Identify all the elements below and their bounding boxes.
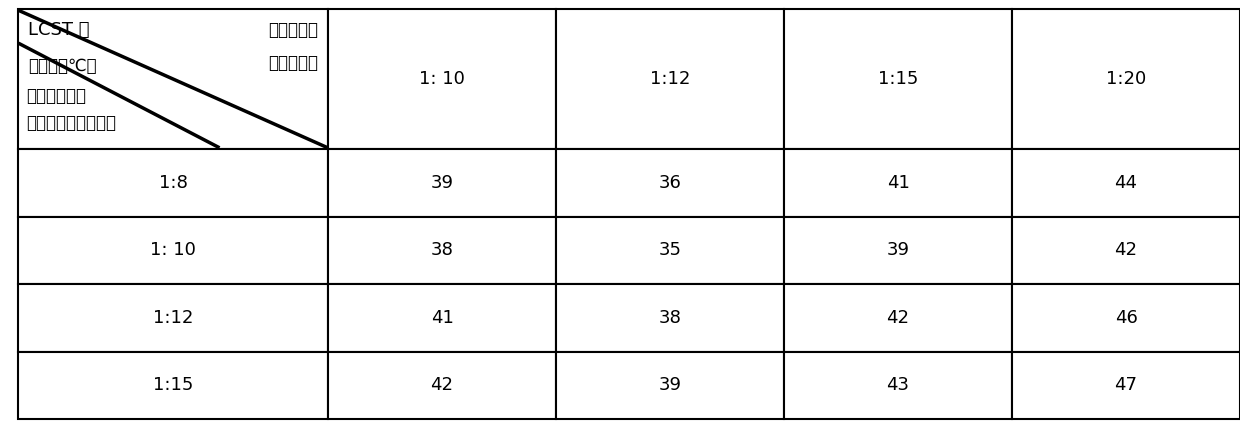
Bar bbox=[784, 9, 1012, 149]
Text: 39: 39 bbox=[430, 174, 454, 192]
Text: 35: 35 bbox=[658, 241, 682, 259]
Text: 1: 10: 1: 10 bbox=[150, 241, 196, 259]
Bar bbox=[1012, 351, 1240, 419]
Text: 42: 42 bbox=[430, 376, 454, 394]
Text: 1: 10: 1: 10 bbox=[419, 70, 465, 88]
Bar bbox=[1012, 9, 1240, 149]
Bar bbox=[556, 149, 784, 217]
Text: （单位：℃）: （单位：℃） bbox=[29, 57, 97, 75]
Text: 39: 39 bbox=[887, 241, 909, 259]
Text: 42: 42 bbox=[1115, 241, 1137, 259]
Bar bbox=[329, 9, 556, 149]
Bar bbox=[556, 9, 784, 149]
Text: 46: 46 bbox=[1115, 309, 1137, 327]
Bar bbox=[784, 351, 1012, 419]
Text: 基础溶液和羟: 基础溶液和羟 bbox=[26, 87, 86, 105]
Text: 综合溶液与: 综合溶液与 bbox=[268, 21, 317, 39]
Text: 1:15: 1:15 bbox=[878, 70, 918, 88]
Text: 1:20: 1:20 bbox=[1106, 70, 1146, 88]
Text: 41: 41 bbox=[887, 174, 909, 192]
Text: 41: 41 bbox=[430, 309, 454, 327]
Bar bbox=[784, 149, 1012, 217]
Bar bbox=[784, 284, 1012, 351]
Text: 1:12: 1:12 bbox=[153, 309, 193, 327]
Text: 44: 44 bbox=[1115, 174, 1137, 192]
Bar bbox=[784, 217, 1012, 284]
Bar bbox=[1012, 149, 1240, 217]
Bar bbox=[19, 217, 329, 284]
Bar bbox=[556, 351, 784, 419]
Bar bbox=[19, 284, 329, 351]
Text: 1:12: 1:12 bbox=[650, 70, 691, 88]
Text: 甲基纤维素的质量比: 甲基纤维素的质量比 bbox=[26, 114, 117, 132]
Text: 39: 39 bbox=[658, 376, 682, 394]
Bar bbox=[19, 351, 329, 419]
Bar bbox=[556, 284, 784, 351]
Text: LCST 值: LCST 值 bbox=[29, 21, 89, 39]
Bar bbox=[19, 9, 329, 149]
Bar bbox=[19, 149, 329, 217]
Text: 38: 38 bbox=[658, 309, 682, 327]
Text: 47: 47 bbox=[1115, 376, 1137, 394]
Text: 42: 42 bbox=[887, 309, 909, 327]
Bar bbox=[329, 284, 556, 351]
Text: 36: 36 bbox=[658, 174, 682, 192]
Bar bbox=[1012, 217, 1240, 284]
Text: 水的质量比: 水的质量比 bbox=[268, 54, 317, 72]
Text: 1:8: 1:8 bbox=[159, 174, 187, 192]
Text: 38: 38 bbox=[430, 241, 454, 259]
Text: 1:15: 1:15 bbox=[153, 376, 193, 394]
Text: 43: 43 bbox=[887, 376, 909, 394]
Bar bbox=[556, 217, 784, 284]
Bar bbox=[329, 351, 556, 419]
Bar bbox=[329, 149, 556, 217]
Bar bbox=[329, 217, 556, 284]
Bar bbox=[1012, 284, 1240, 351]
